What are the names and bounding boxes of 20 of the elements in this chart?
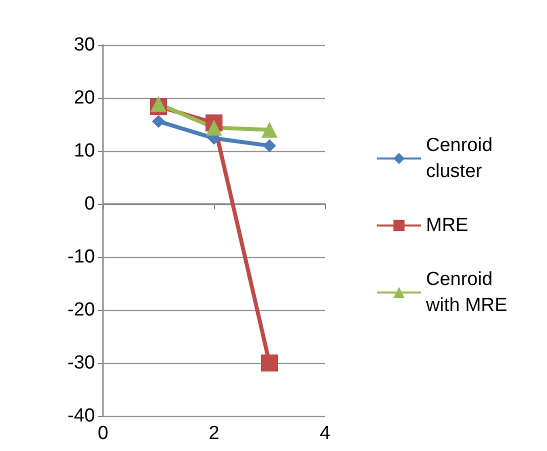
point	[263, 139, 276, 152]
point	[261, 354, 278, 372]
y-tick-label: -30	[68, 352, 95, 374]
y-tick-label: 30	[74, 34, 95, 56]
point	[262, 122, 278, 138]
y-tick-label: -20	[68, 300, 95, 320]
y-tick-label: -40	[68, 406, 95, 426]
point	[152, 114, 165, 128]
point	[206, 120, 222, 136]
y-tick-label: -10	[68, 246, 95, 268]
y-tick-label: 0	[84, 194, 95, 214]
y-tick-label: 20	[74, 88, 95, 108]
legend-label: Cenroid with MRE	[425, 269, 508, 316]
legend-label: MRE	[426, 215, 468, 236]
x-tick-label: 0	[98, 423, 108, 444]
y-tick-label: 10	[74, 140, 95, 162]
legend-label: Cenroid cluster	[426, 135, 498, 182]
x-tick-label: 2	[208, 423, 220, 444]
point	[150, 96, 166, 112]
x-tick-label: 4	[320, 423, 331, 444]
